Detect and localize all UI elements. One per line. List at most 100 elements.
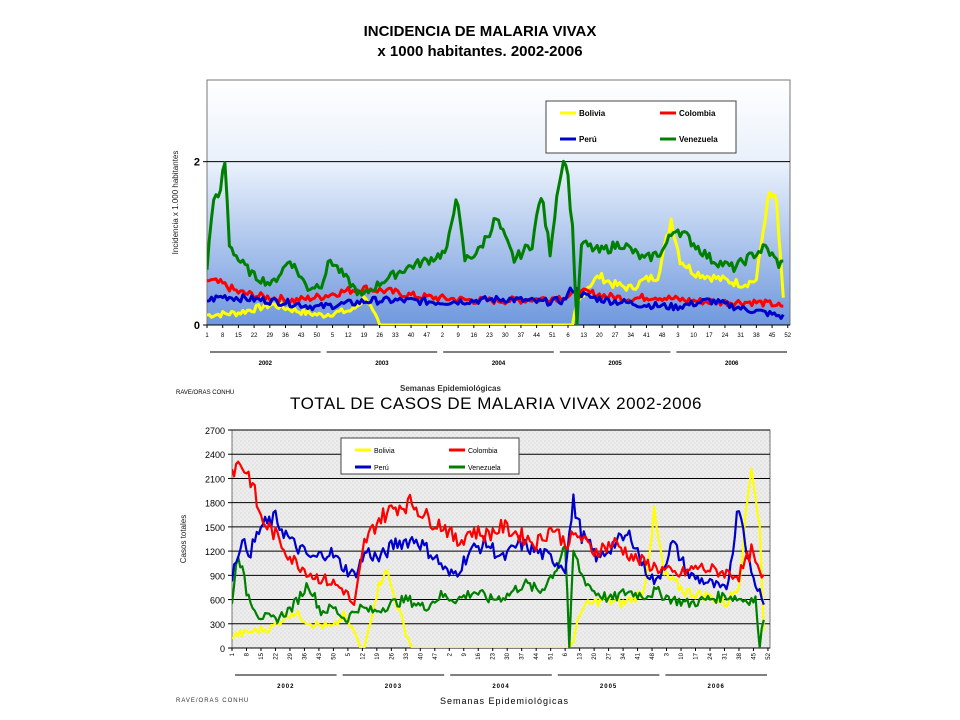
chart2-series-colombia (232, 460, 765, 606)
chart1-x-tick-label: 17 (706, 333, 713, 339)
chart2-x-tick-label: 9 (462, 652, 468, 656)
chart1-x-tick-label: 41 (643, 333, 650, 339)
chart2-legend-label: Perú (374, 465, 389, 472)
chart1-x-tick-label: 30 (502, 333, 509, 339)
chart2-x-tick-label: 52 (766, 652, 772, 659)
chart1-year-label: 2002 (259, 361, 273, 367)
chart1-x-tick-label: 40 (408, 333, 415, 339)
chart2-x-tick-label: 36 (302, 652, 308, 659)
chart1-x-tick-label: 52 (784, 333, 791, 339)
chart2-y-tick-label: 300 (210, 620, 225, 630)
chart1-y-tick-label: 2 (194, 157, 200, 169)
chart2-x-tick-label: 40 (418, 652, 424, 659)
chart1-x-axis-label: Semanas Epidemiológicas (400, 384, 501, 393)
chart2-x-tick-label: 50 (331, 652, 337, 659)
chart2-x-axis-label: Semanas Epidemiológicas (440, 696, 570, 706)
chart1-x-tick-label: 9 (456, 333, 460, 339)
chart1-x-tick-label: 13 (580, 333, 587, 339)
chart1-x-tick-label: 10 (690, 333, 697, 339)
chart1-x-tick-label: 48 (659, 333, 666, 339)
chart1-x-tick-label: 51 (549, 333, 556, 339)
chart1-source-note: RAVE/ORAS CONHU (176, 390, 235, 396)
chart2-x-tick-label: 44 (534, 652, 540, 659)
chart2-x-tick-label: 2 (447, 652, 453, 656)
chart2-series-venezuela (232, 544, 765, 648)
chart1-x-tick-label: 2 (441, 333, 445, 339)
chart2-title: TOTAL DE CASOS DE MALARIA VIVAX 2002-200… (290, 394, 702, 413)
chart2-x-tick-label: 8 (244, 652, 250, 656)
chart2-x-tick-label: 38 (737, 652, 743, 659)
chart1-x-tick-label: 37 (518, 333, 525, 339)
chart1-title-block: INCIDENCIA DE MALARIA VIVAX x 1000 habit… (0, 22, 960, 62)
chart1-x-tick-label: 47 (423, 333, 430, 339)
chart2-x-tick-label: 31 (722, 652, 728, 659)
chart1-legend (545, 100, 737, 154)
chart1-x-tick-label: 50 (314, 333, 321, 339)
chart1-subtitle: x 1000 habitantes. 2002-2006 (377, 43, 583, 60)
chart1-x-tick-label: 33 (392, 333, 399, 339)
chart1-legend-label: Venezuela (679, 135, 718, 144)
chart2-y-tick-label: 600 (210, 596, 225, 606)
chart2-legend-label: Colombia (468, 448, 498, 455)
chart2-x-tick-label: 30 (505, 652, 511, 659)
chart2-x-tick-label: 51 (549, 652, 555, 659)
chart1-series-venezuela (207, 159, 784, 325)
chart2-y-tick-label: 1800 (205, 499, 225, 509)
chart1-x-tick-label: 5 (331, 333, 335, 339)
chart1-x-tick-label: 19 (361, 333, 368, 339)
chart2-x-tick-label: 34 (621, 652, 627, 659)
chart1-x-tick-label: 44 (533, 333, 540, 339)
chart2-x-tick-label: 20 (592, 652, 598, 659)
chart2-year-label: 2004 (492, 684, 509, 690)
chart2-year-label: 2005 (600, 684, 617, 690)
chart1-x-tick-label: 3 (676, 333, 680, 339)
chart2-y-axis-label: Casos totales (179, 515, 188, 563)
chart1-x-tick-label: 26 (376, 333, 383, 339)
chart2-x-tick-label: 15 (259, 652, 265, 659)
chart1-x-tick-label: 22 (251, 333, 258, 339)
chart1-year-label: 2005 (608, 361, 622, 367)
chart2-series-bolivia (232, 467, 765, 648)
chart1-x-tick-label: 1 (205, 333, 209, 339)
chart2-x-tick-label: 24 (708, 652, 714, 659)
chart1-x-tick-label: 20 (596, 333, 603, 339)
chart1-legend-label: Perú (579, 135, 597, 144)
chart2-y-tick-label: 2100 (205, 474, 225, 484)
chart2-x-tick-label: 12 (360, 652, 366, 659)
chart2-x-tick-label: 48 (650, 652, 656, 659)
chart1-series-peru (207, 286, 785, 320)
chart1-x-tick-label: 38 (753, 333, 760, 339)
chart1-x-tick-label: 45 (769, 333, 776, 339)
chart2-year-label: 2006 (708, 684, 725, 690)
chart2-y-tick-label: 900 (210, 571, 225, 581)
chart2-x-tick-label: 41 (636, 652, 642, 659)
chart2-y-tick-label: 1200 (205, 547, 225, 557)
chart1-year-label: 2004 (492, 361, 506, 367)
chart2-series-peru (232, 493, 765, 605)
chart2-legend-label: Venezuela (468, 465, 501, 472)
chart2-source-note: RAVE/ORAS CONHU (176, 698, 250, 704)
chart2-x-tick-label: 29 (288, 652, 294, 659)
chart2-y-tick-label: 1500 (205, 523, 225, 533)
chart2-x-tick-label: 17 (694, 652, 700, 659)
chart2-x-tick-label: 23 (491, 652, 497, 659)
chart2-x-tick-label: 16 (476, 652, 482, 659)
chart2-x-tick-label: 37 (520, 652, 526, 659)
chart2-x-tick-label: 22 (273, 652, 279, 659)
chart2-x-tick-label: 33 (404, 652, 410, 659)
chart2-x-tick-label: 3 (665, 652, 671, 656)
chart1-x-tick-label: 6 (566, 333, 570, 339)
chart1-x-tick-label: 24 (722, 333, 729, 339)
chart1-x-tick-label: 34 (627, 333, 634, 339)
chart1-x-tick-label: 43 (298, 333, 305, 339)
chart1-x-tick-label: 36 (282, 333, 289, 339)
chart1-year-label: 2003 (375, 361, 389, 367)
chart1-title: INCIDENCIA DE MALARIA VIVAX (363, 23, 597, 40)
chart1-legend-label: Bolivia (579, 109, 606, 118)
chart1-x-tick-label: 23 (486, 333, 493, 339)
chart1-x-tick-label: 27 (612, 333, 619, 339)
chart2-y-tick-label: 2700 (205, 426, 225, 436)
chart2-x-tick-label: 19 (375, 652, 381, 659)
chart1-x-tick-label: 31 (737, 333, 744, 339)
chart2-y-tick-label: 0 (220, 644, 225, 654)
